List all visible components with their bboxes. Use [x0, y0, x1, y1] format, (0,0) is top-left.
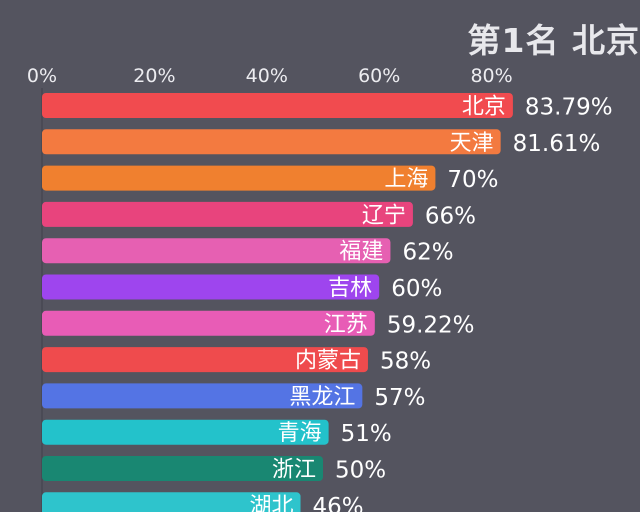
bar [42, 201, 413, 227]
bar [42, 238, 391, 264]
bar [42, 347, 368, 373]
bar-value-label: 57% [374, 385, 425, 411]
bar-value-label: 58% [380, 349, 431, 375]
bar-category-label: 浙江 [272, 458, 316, 483]
bar [42, 274, 380, 300]
x-tick-label: 20% [133, 65, 175, 87]
bar [42, 129, 501, 155]
bar-category-label: 湖北 [250, 494, 294, 512]
bar [42, 165, 436, 191]
bar-category-label: 北京 [462, 95, 506, 120]
bar-category-label: 青海 [278, 421, 322, 446]
x-tick-label: 80% [470, 65, 512, 87]
bar [42, 310, 375, 336]
bar-value-label: 62% [402, 240, 453, 266]
bar-value-label: 50% [335, 458, 386, 484]
bar-category-label: 天津 [450, 131, 494, 156]
bar-category-label: 福建 [339, 240, 383, 265]
bar-category-label: 内蒙古 [295, 349, 361, 374]
bar [42, 492, 301, 512]
x-tick-label: 60% [358, 65, 400, 87]
bar [42, 383, 363, 409]
chart-title: 第1名 北京 [467, 21, 640, 60]
bar-value-label: 59.22% [387, 312, 475, 338]
bar-value-label: 70% [447, 167, 498, 193]
bar-value-label: 46% [313, 494, 364, 512]
bar-category-label: 上海 [384, 167, 428, 192]
bar [42, 419, 329, 445]
bar-category-label: 吉林 [328, 276, 372, 301]
x-tick-label: 0% [27, 65, 57, 87]
bar-category-label: 黑龙江 [289, 385, 355, 410]
bar-category-label: 江苏 [324, 312, 368, 337]
bar-value-label: 66% [425, 203, 476, 229]
bar-category-label: 辽宁 [362, 203, 406, 228]
x-tick-label: 40% [246, 65, 288, 87]
bar [42, 93, 513, 118]
bar-value-label: 60% [391, 276, 442, 302]
bar-value-label: 83.79% [525, 95, 613, 121]
bar [42, 456, 323, 481]
bar-value-label: 81.61% [513, 131, 601, 157]
bar-value-label: 51% [341, 421, 392, 447]
